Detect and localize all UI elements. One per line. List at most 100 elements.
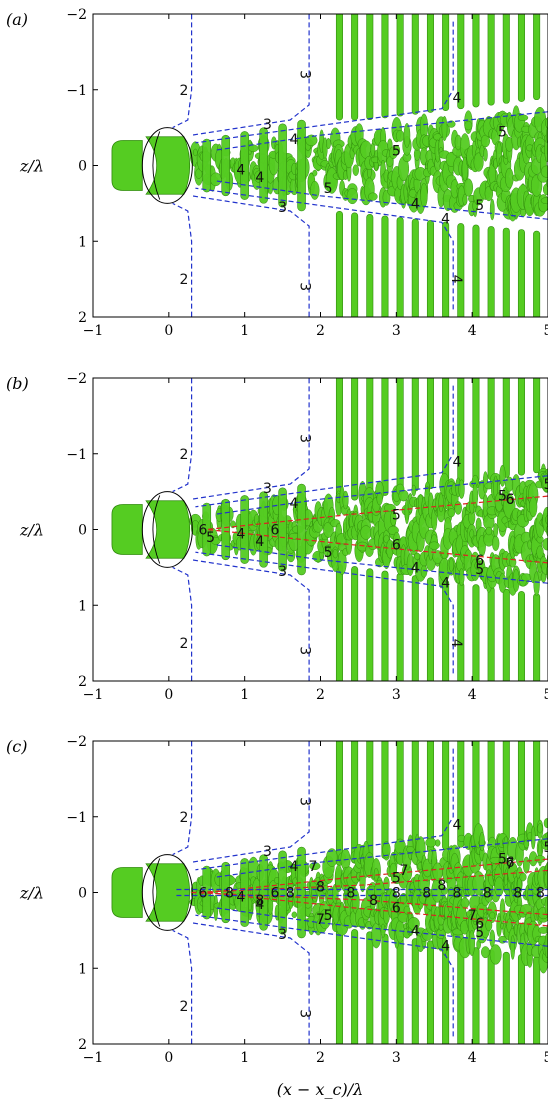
contour-label: 4 bbox=[236, 889, 245, 905]
near-wake-stripe bbox=[240, 495, 249, 564]
y-tick-label: −2 bbox=[66, 734, 87, 750]
contour-level-3 bbox=[191, 741, 310, 863]
vortex-blob bbox=[537, 823, 543, 834]
contour-level-2 bbox=[172, 741, 193, 856]
contour-label: 7 bbox=[316, 912, 325, 928]
near-wake-stripe bbox=[240, 131, 249, 200]
isosurface-stripes bbox=[335, 741, 541, 1044]
contour-label: 2 bbox=[180, 810, 189, 826]
vortex-blob bbox=[425, 837, 437, 848]
panel-label: (c) bbox=[6, 737, 27, 756]
vortex-blob bbox=[438, 493, 444, 513]
contour-level-4 bbox=[195, 385, 454, 508]
contour-label: 5 bbox=[324, 545, 333, 561]
contour-label: 3 bbox=[296, 282, 312, 291]
wavefront-stripe bbox=[351, 378, 359, 501]
contour-label: 3 bbox=[278, 200, 287, 216]
contour-label: 5 bbox=[498, 124, 507, 140]
vortex-blob bbox=[463, 178, 474, 197]
vortex-blob bbox=[458, 479, 465, 499]
obstacle bbox=[111, 491, 193, 568]
wavefront-stripe bbox=[533, 741, 541, 837]
contour-level-6 bbox=[206, 858, 548, 894]
contour-level-3 bbox=[191, 195, 310, 317]
wavefront-stripe bbox=[351, 929, 359, 1044]
inflow-body bbox=[111, 504, 143, 555]
contour-label: 3 bbox=[263, 844, 272, 860]
near-wake-stripe bbox=[202, 138, 212, 193]
contour-label: 5 bbox=[392, 870, 401, 886]
wavefront-stripe bbox=[381, 570, 389, 681]
vortex-blob bbox=[489, 929, 496, 948]
wavefront-stripe bbox=[457, 945, 465, 1044]
body-core bbox=[145, 863, 191, 922]
body-outline bbox=[152, 495, 161, 564]
wavefront-stripe bbox=[396, 741, 404, 857]
vortex-blob bbox=[386, 156, 394, 167]
contour-label: 8 bbox=[286, 886, 295, 902]
contour-label: 4 bbox=[453, 90, 462, 106]
wavefront-stripe bbox=[381, 933, 389, 1044]
vortex-blob bbox=[545, 468, 548, 476]
contour-label: 4 bbox=[411, 923, 420, 939]
wavefront-stripe bbox=[472, 224, 480, 317]
contour-label: 6 bbox=[198, 523, 207, 539]
x-tick-label: 2 bbox=[316, 323, 325, 339]
y-tick-label: −1 bbox=[66, 447, 87, 463]
contour-label: 8 bbox=[346, 886, 355, 902]
x-tick-label: 1 bbox=[240, 687, 249, 703]
contour-level-6 bbox=[206, 891, 548, 927]
wavefront-stripe bbox=[335, 741, 343, 866]
contour-label: 4 bbox=[411, 560, 420, 576]
vortex-blob bbox=[491, 535, 500, 552]
wavefront-stripe bbox=[442, 741, 450, 850]
contour-label: 4 bbox=[255, 170, 264, 186]
vortex-blob bbox=[326, 848, 338, 867]
wavefront-stripe bbox=[502, 14, 510, 104]
obstacle bbox=[111, 127, 193, 204]
vortex-blob bbox=[382, 841, 391, 859]
y-tick-label: 2 bbox=[78, 1037, 87, 1053]
x-tick-label: 4 bbox=[468, 687, 477, 703]
vortex-blob bbox=[542, 538, 548, 551]
vortex-blob bbox=[380, 923, 386, 938]
contour-label: 6 bbox=[198, 886, 207, 902]
reference-circle bbox=[141, 491, 193, 568]
contour-level-2 bbox=[172, 14, 193, 129]
y-tick-label: 0 bbox=[78, 523, 87, 539]
contour-level-3 bbox=[191, 378, 310, 500]
contour-label: 8 bbox=[316, 879, 325, 895]
wavefront-stripe bbox=[502, 378, 510, 478]
contour-label: 5 bbox=[392, 143, 401, 159]
contour-level-5 bbox=[214, 111, 548, 151]
contour-label: 3 bbox=[296, 646, 312, 655]
wavefront-stripe bbox=[487, 586, 495, 681]
vortex-blob bbox=[523, 856, 530, 874]
wavefront-stripe bbox=[426, 741, 434, 853]
x-tick-label: 3 bbox=[392, 1050, 401, 1066]
wavefront-stripe bbox=[472, 947, 480, 1044]
wavefront-stripe bbox=[396, 14, 404, 117]
vortex-blob bbox=[447, 508, 456, 518]
wavefront-stripe bbox=[487, 741, 495, 843]
vortex-blob bbox=[544, 869, 548, 890]
x-tick-label: −1 bbox=[83, 323, 104, 339]
contour-label: 4 bbox=[453, 454, 462, 470]
x-tick-label: 4 bbox=[468, 1050, 477, 1066]
near-wake-stripe bbox=[297, 483, 306, 576]
wavefront-stripe bbox=[442, 579, 450, 681]
wavefront-stripe bbox=[533, 593, 541, 681]
vortex-blob bbox=[505, 167, 514, 189]
y-tick-label: 2 bbox=[78, 674, 87, 690]
near-wake-stripe bbox=[278, 487, 287, 572]
vortex-blob bbox=[545, 116, 548, 130]
vortex-blob bbox=[310, 180, 320, 200]
body-core bbox=[145, 136, 191, 195]
vortex-blob bbox=[448, 558, 454, 572]
vortex-blob bbox=[510, 935, 516, 960]
wavefront-stripe bbox=[411, 575, 419, 681]
near-wake-stripe bbox=[221, 861, 231, 924]
contour-label: 8 bbox=[513, 886, 522, 902]
vortex-blob bbox=[543, 818, 548, 829]
wavefront-stripe bbox=[381, 215, 389, 317]
